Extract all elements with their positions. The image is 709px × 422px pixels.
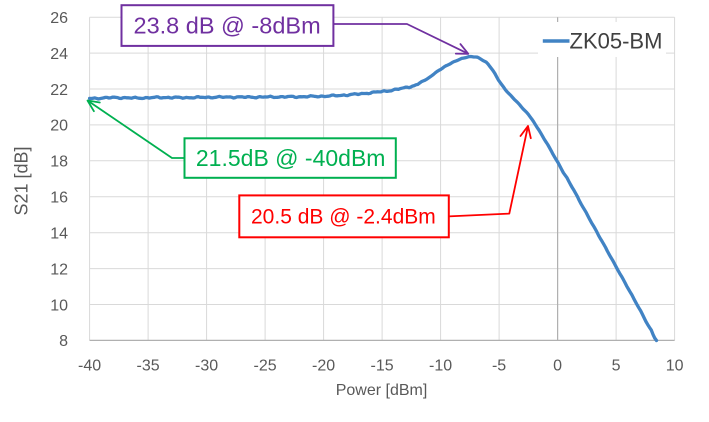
svg-text:5: 5 [612,358,621,375]
svg-text:S21 [dB]: S21 [dB] [12,146,32,215]
svg-text:14: 14 [50,226,68,243]
svg-text:18: 18 [50,154,68,171]
svg-text:0: 0 [553,358,562,375]
svg-text:-10: -10 [429,358,452,375]
svg-text:-40: -40 [78,358,101,375]
svg-text:26: 26 [50,10,68,27]
svg-text:-30: -30 [195,358,218,375]
svg-text:21.5dB @ -40dBm: 21.5dB @ -40dBm [196,145,386,171]
svg-text:-15: -15 [371,358,394,375]
svg-text:ZK05-BM: ZK05-BM [570,29,663,54]
svg-text:10: 10 [50,297,68,314]
svg-text:22: 22 [50,82,68,99]
svg-text:10: 10 [666,358,684,375]
svg-text:-5: -5 [492,358,506,375]
svg-text:8: 8 [59,333,68,350]
svg-text:-25: -25 [254,358,277,375]
svg-text:Power [dBm]: Power [dBm] [336,382,428,399]
svg-text:-20: -20 [312,358,335,375]
svg-text:23.8 dB @ -8dBm: 23.8 dB @ -8dBm [134,13,321,39]
svg-text:20.5 dB @ -2.4dBm: 20.5 dB @ -2.4dBm [251,206,436,229]
svg-text:-35: -35 [137,358,160,375]
svg-text:20: 20 [50,118,68,135]
svg-text:24: 24 [50,46,68,63]
svg-text:12: 12 [50,261,68,278]
svg-text:16: 16 [50,190,68,207]
